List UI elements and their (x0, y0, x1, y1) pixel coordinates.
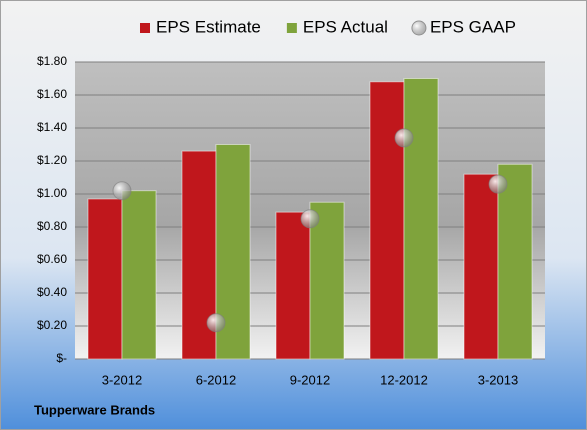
bar (121, 190, 157, 360)
legend-label: EPS GAAP (430, 17, 516, 36)
y-tick-label: $1.20 (37, 153, 67, 167)
bar (275, 211, 311, 360)
gaap-marker (112, 181, 132, 201)
y-tick-label: $0.60 (37, 252, 67, 266)
x-tick-label: 12-2012 (380, 372, 428, 387)
bar (497, 163, 533, 360)
legend-label: EPS Actual (303, 17, 388, 36)
bar (403, 78, 439, 360)
bar (369, 81, 405, 360)
x-tick-label: 9-2012 (290, 372, 330, 387)
y-tick-label: $1.00 (37, 186, 67, 200)
y-tick-label: $1.60 (37, 87, 67, 101)
legend-label: EPS Estimate (156, 17, 261, 36)
source-label: Tupperware Brands (34, 402, 155, 417)
legend-marker (140, 23, 150, 33)
y-tick-label: $1.40 (37, 120, 67, 134)
bar (309, 201, 345, 360)
bar (463, 173, 499, 360)
x-tick-label: 3-2012 (102, 372, 142, 387)
legend-marker (411, 20, 427, 36)
y-tick-label: $0.80 (37, 219, 67, 233)
x-tick-label: 6-2012 (196, 372, 236, 387)
y-tick-label: $1.80 (37, 54, 67, 68)
y-tick-label: $- (56, 351, 67, 365)
legend-marker (286, 23, 297, 33)
gaap-marker (394, 128, 414, 148)
gaap-marker (206, 313, 226, 333)
x-tick-label: 3-2013 (478, 372, 518, 387)
gaap-marker (488, 174, 508, 194)
gaap-marker (300, 209, 320, 229)
y-tick-label: $0.20 (37, 318, 67, 332)
bar (87, 198, 123, 360)
y-tick-label: $0.40 (37, 285, 67, 299)
